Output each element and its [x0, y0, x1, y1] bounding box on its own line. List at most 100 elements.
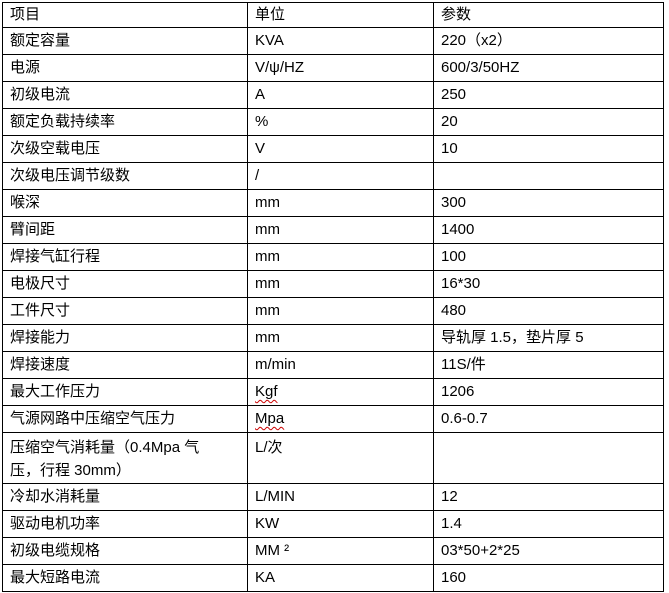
table-row: 最大短路电流 KA 160 [2, 564, 664, 592]
cell-value: 1.4 [433, 510, 664, 538]
cell-item: 臂间距 [2, 216, 248, 244]
spec-table-body: 额定容量 KVA 220（x2） 电源 V/ψ/HZ 600/3/50HZ 初级电流 A 250… [2, 27, 664, 592]
cell-item: 最大工作压力 [2, 378, 248, 406]
cell-text: 初级电缆规格 [10, 541, 101, 559]
cell-text: 次级空载电压 [10, 139, 101, 157]
cell-unit: Mpa [247, 405, 434, 433]
table-header-row: 项目 单位 参数 [2, 2, 664, 28]
cell-text: 工件尺寸 [10, 301, 71, 319]
cell-text: 1400 [441, 220, 475, 238]
cell-value: 220（x2） [433, 27, 664, 55]
cell-text: mm [255, 274, 280, 292]
cell-value: 11S/件 [433, 351, 664, 379]
cell-text: 冷却水消耗量 [10, 487, 101, 505]
cell-unit: / [247, 162, 434, 190]
cell-text: 焊接能力 [10, 328, 71, 346]
cell-text: Kgf [255, 382, 278, 400]
cell-value: 1206 [433, 378, 664, 406]
cell-text: KW [255, 514, 280, 532]
cell-item: 冷却水消耗量 [2, 483, 248, 511]
cell-value: 250 [433, 81, 664, 109]
cell-item: 驱动电机功率 [2, 510, 248, 538]
cell-unit: L/次 [247, 432, 434, 484]
cell-value: 300 [433, 189, 664, 217]
cell-item: 额定容量 [2, 27, 248, 55]
table-row: 电极尺寸 mm 16*30 [2, 270, 664, 298]
cell-item: 焊接能力 [2, 324, 248, 352]
cell-unit: mm [247, 270, 434, 298]
cell-text: mm [255, 301, 280, 319]
cell-unit: V [247, 135, 434, 163]
cell-text: 480 [441, 301, 467, 319]
cell-item: 初级电缆规格 [2, 537, 248, 565]
cell-value: 480 [433, 297, 664, 325]
cell-value: 1400 [433, 216, 664, 244]
cell-text: V/ψ/HZ [255, 58, 305, 76]
cell-item: 次级空载电压 [2, 135, 248, 163]
cell-item: 电极尺寸 [2, 270, 248, 298]
table-row: 次级空载电压 V 10 [2, 135, 664, 163]
cell-unit: % [247, 108, 434, 136]
cell-text: L/MIN [255, 487, 296, 505]
cell-item: 次级电压调节级数 [2, 162, 248, 190]
cell-text: 电源 [10, 58, 41, 76]
cell-text: mm [255, 247, 280, 265]
table-row: 初级电流 A 250 [2, 81, 664, 109]
cell-text: 驱动电机功率 [10, 514, 101, 532]
cell-text: 臂间距 [10, 220, 56, 238]
cell-text: 10 [441, 139, 458, 157]
table-row: 焊接气缸行程 mm 100 [2, 243, 664, 271]
cell-value [433, 162, 664, 190]
cell-text: KA [255, 568, 276, 586]
cell-text: 最大工作压力 [10, 382, 101, 400]
cell-unit: m/min [247, 351, 434, 379]
cell-text: 0.6-0.7 [441, 409, 488, 427]
cell-item: 气源网路中压缩空气压力 [2, 405, 248, 433]
cell-value: 导轨厚 1.5，垫片厚 5 [433, 324, 664, 352]
cell-text: MM ² [255, 541, 290, 559]
cell-unit: Kgf [247, 378, 434, 406]
cell-text: A [255, 85, 266, 103]
cell-text: 额定负载持续率 [10, 112, 116, 130]
cell-text: 焊接气缸行程 [10, 247, 101, 265]
cell-item: 工件尺寸 [2, 297, 248, 325]
cell-text: Mpa [255, 409, 285, 427]
cell-value: 10 [433, 135, 664, 163]
cell-unit: L/MIN [247, 483, 434, 511]
table-row: 压缩空气消耗量（0.4Mpa 气 压，行程 30mm） L/次 [2, 432, 664, 484]
cell-text: 最大短路电流 [10, 568, 101, 586]
cell-value: 12 [433, 483, 664, 511]
cell-text: 12 [441, 487, 458, 505]
cell-item: 最大短路电流 [2, 564, 248, 592]
cell-text: 11S/件 [441, 355, 486, 373]
cell-unit: KVA [247, 27, 434, 55]
cell-unit: mm [247, 324, 434, 352]
cell-text: 1206 [441, 382, 475, 400]
cell-text: mm [255, 220, 280, 238]
table-row: 电源 V/ψ/HZ 600/3/50HZ [2, 54, 664, 82]
table-row: 初级电缆规格 MM ² 03*50+2*25 [2, 537, 664, 565]
cell-text: 160 [441, 568, 467, 586]
cell-unit: KW [247, 510, 434, 538]
table-row: 次级电压调节级数 / [2, 162, 664, 190]
cell-value: 100 [433, 243, 664, 271]
cell-unit: mm [247, 216, 434, 244]
cell-unit: A [247, 81, 434, 109]
cell-value: 16*30 [433, 270, 664, 298]
cell-text: 气源网路中压缩空气压力 [10, 409, 176, 427]
cell-text: L/次 [255, 439, 283, 456]
cell-text: 600/3/50HZ [441, 58, 520, 76]
cell-value: 20 [433, 108, 664, 136]
cell-text: V [255, 139, 266, 157]
header-param: 参数 [433, 2, 664, 28]
cell-text: / [255, 166, 260, 184]
cell-unit: mm [247, 297, 434, 325]
table-row: 工件尺寸 mm 480 [2, 297, 664, 325]
table-row: 驱动电机功率 KW 1.4 [2, 510, 664, 538]
table-row: 焊接能力 mm 导轨厚 1.5，垫片厚 5 [2, 324, 664, 352]
cell-item: 焊接速度 [2, 351, 248, 379]
cell-unit: KA [247, 564, 434, 592]
cell-text: 电极尺寸 [10, 274, 71, 292]
